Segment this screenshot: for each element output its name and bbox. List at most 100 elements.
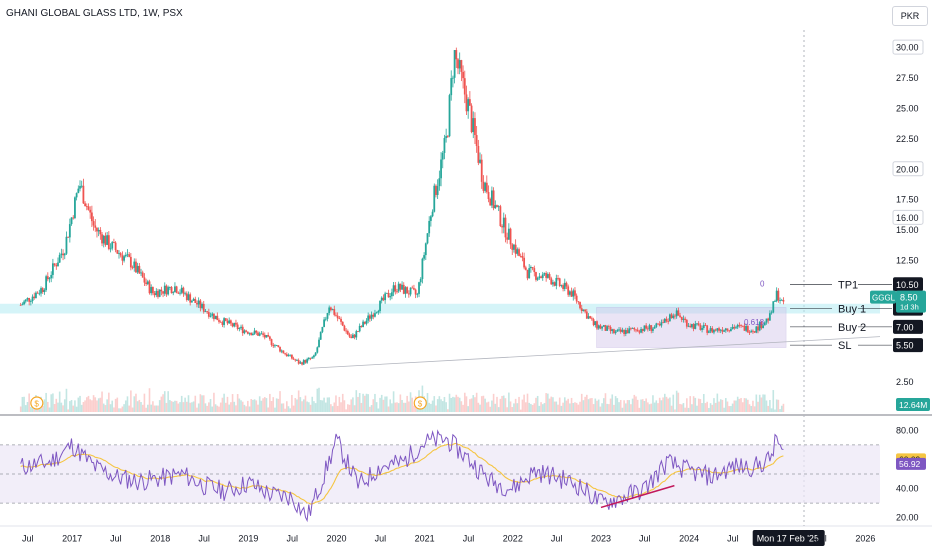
- volume-bar: [87, 395, 90, 412]
- candle-body: [158, 289, 161, 297]
- candle-body: [324, 318, 327, 320]
- symbol-tag-label: GGGL: [872, 294, 896, 303]
- candle-body: [574, 290, 576, 296]
- volume-bar: [475, 392, 478, 412]
- volume-bar: [645, 398, 647, 412]
- candle-body: [355, 331, 358, 338]
- volume-bar: [141, 404, 144, 412]
- candle-body: [597, 325, 600, 329]
- volume-bar: [265, 398, 268, 412]
- candle-body: [202, 303, 205, 312]
- volume-bar: [172, 401, 175, 412]
- candle-body: [346, 331, 349, 335]
- candle-body: [768, 313, 771, 321]
- candle-body: [80, 185, 83, 187]
- candle-body: [628, 328, 631, 334]
- candle-body: [365, 320, 368, 324]
- volume-bar: [697, 398, 700, 412]
- candle-body: [375, 312, 378, 314]
- volume-bar: [147, 404, 149, 412]
- candle-body: [763, 322, 766, 326]
- volume-bar: [479, 404, 481, 412]
- volume-bar: [140, 402, 142, 412]
- level-label-2: Buy 2: [838, 322, 866, 334]
- candle-body: [123, 256, 125, 261]
- candle-body: [655, 323, 658, 327]
- candle-body: [241, 326, 244, 334]
- volume-bar: [392, 391, 395, 412]
- candle-body: [172, 292, 175, 294]
- volume-bar: [201, 395, 203, 412]
- volume-bar: [296, 399, 298, 412]
- volume-bar: [633, 394, 636, 412]
- candle-body: [435, 185, 437, 195]
- volume-bar: [562, 402, 564, 412]
- volume-bar: [104, 405, 107, 412]
- volume-bar: [53, 404, 56, 412]
- price-tag-box: [893, 277, 923, 292]
- candle-body: [231, 323, 234, 327]
- candle-body: [236, 324, 239, 329]
- volume-bar: [160, 396, 163, 412]
- volume-bar: [350, 399, 353, 412]
- candle-body: [580, 308, 583, 311]
- candle-body: [411, 287, 414, 289]
- candle-body: [475, 135, 478, 146]
- candle-body: [416, 293, 419, 295]
- candle-body: [552, 282, 554, 285]
- volume-bar: [263, 397, 266, 412]
- price-tick-1: 27.50: [896, 73, 919, 83]
- candle-body: [40, 288, 42, 294]
- volume-bar: [111, 400, 114, 412]
- volume-bar: [340, 402, 342, 412]
- volume-bar: [623, 400, 625, 412]
- candle-body: [602, 325, 605, 327]
- volume-bar: [401, 400, 403, 412]
- volume-bar: [43, 399, 46, 412]
- volume-bar: [757, 401, 759, 412]
- candle-body: [702, 325, 705, 329]
- candle-body: [523, 257, 526, 268]
- volume-bar: [672, 394, 675, 412]
- volume-bar: [70, 400, 73, 412]
- volume-bar: [735, 400, 737, 412]
- candle-body: [704, 325, 707, 326]
- volume-bar: [709, 403, 712, 412]
- candle-body: [431, 211, 434, 217]
- candle-body: [387, 292, 390, 298]
- volume-bar: [192, 401, 195, 412]
- volume-bar: [450, 397, 453, 412]
- volume-bar: [336, 405, 339, 412]
- candle-body: [413, 288, 415, 290]
- candle-body: [440, 159, 442, 179]
- volume-bar: [97, 398, 100, 412]
- currency-button[interactable]: PKR: [892, 6, 928, 26]
- consolidation-box: [596, 307, 787, 348]
- volume-bar: [755, 394, 758, 412]
- candle-body: [548, 274, 551, 279]
- candle-body: [374, 313, 376, 317]
- candle-body: [396, 291, 398, 293]
- rsi-ma-line: [20, 442, 784, 505]
- volume-bar: [386, 396, 388, 412]
- candle-body: [592, 319, 595, 326]
- volume-bar: [272, 397, 275, 412]
- candle-body: [201, 303, 203, 309]
- volume-bar: [525, 402, 527, 412]
- candle-body: [726, 328, 729, 331]
- candle-body: [21, 304, 24, 306]
- candle-body: [84, 203, 87, 207]
- candle-body: [540, 276, 542, 278]
- price-tag-box: [892, 39, 924, 55]
- candle-body: [711, 328, 714, 333]
- volume-bar: [47, 401, 49, 412]
- volume-bar: [694, 397, 697, 412]
- volume-bar: [372, 399, 375, 412]
- candle-body: [670, 314, 673, 318]
- candle-body: [599, 325, 602, 329]
- volume-bar: [284, 408, 286, 412]
- volume-bar: [238, 398, 241, 412]
- volume-bar: [514, 398, 517, 412]
- time-tick-7: 2020: [327, 534, 347, 544]
